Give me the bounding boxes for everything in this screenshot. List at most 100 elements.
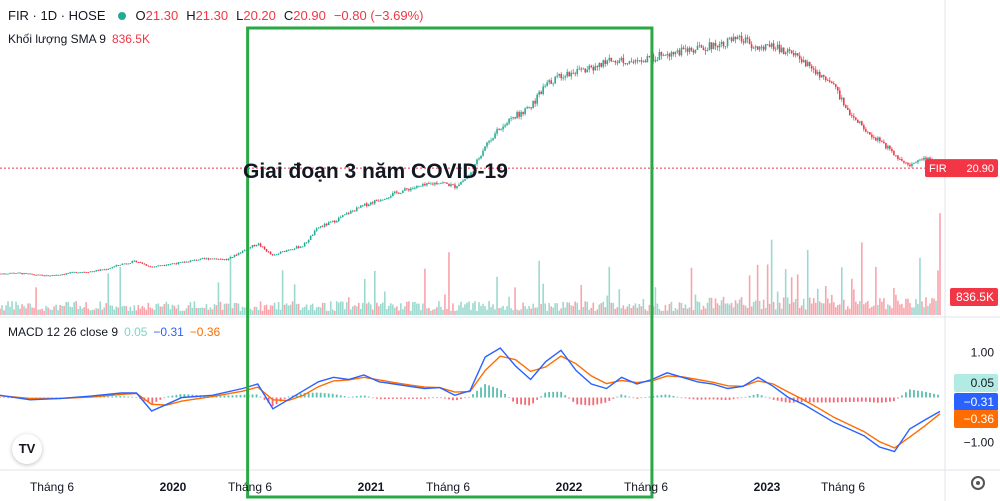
tradingview-logo-icon[interactable]: TV xyxy=(12,434,42,464)
candle-body xyxy=(684,48,687,50)
candle-body xyxy=(546,82,548,86)
volume-bar xyxy=(426,308,428,315)
macd-hist-bar xyxy=(476,390,478,398)
volume-bar xyxy=(560,308,562,315)
macd-hist-bar xyxy=(508,397,510,399)
volume-bar xyxy=(432,309,434,315)
volume-bar xyxy=(732,307,735,315)
volume-bar xyxy=(361,302,364,315)
candle-body xyxy=(526,107,528,109)
macd-hist-bar xyxy=(824,397,827,403)
volume-bar xyxy=(359,308,362,315)
candle-body xyxy=(840,97,843,100)
candle-body xyxy=(267,251,270,253)
candle-body xyxy=(670,52,673,57)
candle-body xyxy=(259,243,262,247)
macd-hist-bar xyxy=(708,397,711,400)
candle-body xyxy=(151,266,154,268)
volume-bar xyxy=(161,306,164,315)
candle-body xyxy=(640,60,643,62)
candle-body xyxy=(674,51,677,55)
volume-bar xyxy=(514,287,516,315)
volume-bar xyxy=(881,301,883,315)
macd-hist-bar xyxy=(131,396,134,398)
candle-body xyxy=(291,249,294,251)
volume-bar xyxy=(710,297,713,315)
candle-body xyxy=(510,118,512,120)
candle-body xyxy=(450,184,452,187)
candle-body xyxy=(488,141,490,143)
candle-body xyxy=(139,262,142,263)
volume-bar xyxy=(861,242,863,315)
candle-body xyxy=(470,172,472,176)
candle-body xyxy=(796,53,799,56)
volume-bar xyxy=(49,309,51,315)
macd-hist-bar xyxy=(183,394,186,398)
candle-body xyxy=(514,117,516,119)
candle-body xyxy=(668,53,671,57)
volume-bar xyxy=(442,309,444,315)
volume-bar xyxy=(626,306,629,315)
volume-bar xyxy=(329,301,332,315)
macd-hist-bar xyxy=(111,396,114,398)
candle-body xyxy=(873,137,875,138)
candle-body xyxy=(143,263,146,265)
candle-body xyxy=(169,263,172,265)
macd-value: −0.31 xyxy=(153,325,184,339)
candle-body xyxy=(197,259,200,261)
volume-bar xyxy=(323,302,326,315)
macd-hist-bar xyxy=(880,397,883,403)
volume-bar xyxy=(217,282,220,315)
volume-bar xyxy=(502,305,504,315)
volume-bar xyxy=(542,283,544,315)
volume-bar xyxy=(853,289,855,315)
symbol-label[interactable]: FIR · 1D · HOSE xyxy=(8,8,106,23)
volume-bar xyxy=(378,306,380,315)
candle-body xyxy=(724,46,727,47)
candle-body xyxy=(129,263,132,264)
candle-body xyxy=(754,46,757,48)
candle-body xyxy=(895,155,897,157)
macd-hist-bar xyxy=(676,396,679,398)
volume-bar xyxy=(349,309,352,315)
candle-body xyxy=(438,183,440,185)
candle-body xyxy=(406,188,408,190)
volume-bar xyxy=(71,307,73,315)
macd-hist-bar xyxy=(159,397,162,400)
macd-hist-bar xyxy=(255,394,258,398)
volume-bar xyxy=(97,308,100,315)
candle-body xyxy=(582,68,585,70)
candle-body xyxy=(720,41,723,45)
candle-body xyxy=(261,246,264,248)
candle-body xyxy=(458,184,460,187)
volume-bar xyxy=(396,306,398,315)
macd-hist-bar xyxy=(267,397,270,404)
volume-bar xyxy=(867,300,869,315)
macd-hist-bar xyxy=(852,397,855,402)
volume-bar xyxy=(838,304,841,315)
volume-bar xyxy=(728,304,731,315)
candle-body xyxy=(710,42,713,50)
candle-body xyxy=(23,273,25,275)
macd-hist-bar xyxy=(215,395,218,398)
candle-body xyxy=(33,274,35,276)
macd-hist-bar xyxy=(780,397,783,402)
volume-bar xyxy=(530,308,532,315)
candle-body xyxy=(321,226,324,228)
macd-histogram xyxy=(0,384,939,407)
volume-bar xyxy=(736,303,739,315)
macd-hist-bar xyxy=(516,397,519,404)
volume-bar xyxy=(538,260,540,315)
macd-hist-bar xyxy=(484,384,486,398)
candle-body xyxy=(929,157,931,160)
volume-legend[interactable]: Khối lượng SMA 9 836.5K xyxy=(8,32,150,46)
macd-hist-bar xyxy=(688,397,691,399)
macd-hist-bar xyxy=(860,397,863,402)
settings-gear-icon[interactable] xyxy=(971,476,985,490)
candle-body xyxy=(416,185,418,188)
candle-body xyxy=(909,164,911,167)
candle-body xyxy=(794,53,797,56)
macd-legend[interactable]: MACD 12 26 close 9 0.05 −0.31 −0.36 xyxy=(8,325,220,339)
volume-bar xyxy=(646,310,649,315)
